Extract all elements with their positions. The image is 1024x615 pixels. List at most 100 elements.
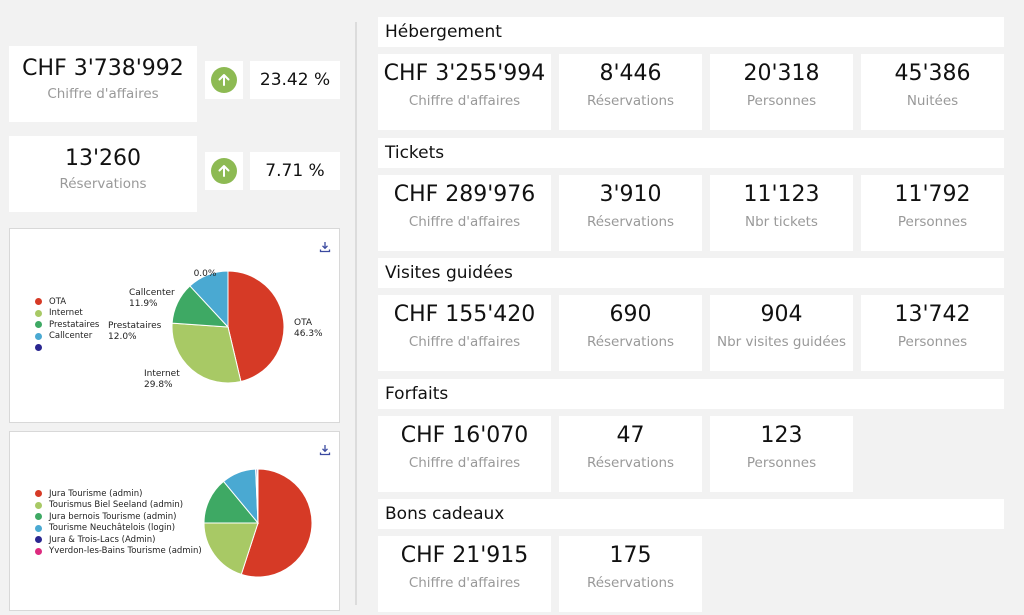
column-divider [355, 22, 357, 605]
legend-label: Jura Tourisme (admin) [49, 488, 143, 499]
legend-marker [35, 309, 42, 317]
download-icon[interactable] [319, 441, 331, 460]
section-header: Tickets [378, 138, 1004, 168]
section-title: Tickets [385, 143, 445, 163]
section-title: Visites guidées [385, 263, 513, 283]
legend-marker [35, 321, 42, 329]
total-reservations-value: 13'260 [64, 146, 142, 171]
partner-legend: Jura Tourisme (admin) Tourismus Biel Seel… [35, 488, 202, 557]
section-header: Hébergement [378, 17, 1004, 47]
legend-marker [35, 547, 42, 555]
kpi-label: Réservations [586, 93, 675, 109]
total-revenue-value: CHF 3'738'992 [22, 56, 184, 81]
legend-marker [35, 490, 42, 498]
pie-slice[interactable] [189, 270, 229, 329]
kpi-card: 3'910 Réservations [559, 175, 702, 251]
pie-slice[interactable] [240, 468, 313, 578]
legend-item[interactable]: Callcenter [35, 331, 99, 343]
kpi-label: Nuitées [906, 93, 959, 109]
kpi-card: CHF 155'420 Chiffre d'affaires [378, 295, 551, 371]
kpi-card: 690 Réservations [559, 295, 702, 371]
legend-marker [35, 513, 42, 521]
pie-data-label: Callcenter [129, 288, 175, 298]
kpi-card: 47 Réservations [559, 416, 702, 492]
kpi-label: Chiffre d'affaires [408, 575, 521, 591]
legend-item[interactable] [35, 342, 99, 354]
kpi-value: 123 [760, 423, 803, 448]
kpi-value: 13'742 [894, 302, 971, 327]
kpi-card: CHF 289'976 Chiffre d'affaires [378, 175, 551, 251]
kpi-value: 11'123 [743, 182, 820, 207]
kpi-value: CHF 155'420 [393, 302, 536, 327]
legend-marker [35, 524, 42, 532]
kpi-value: 20'318 [743, 61, 820, 86]
kpi-card: 11'123 Nbr tickets [710, 175, 853, 251]
kpi-value: 690 [609, 302, 652, 327]
pie-slice[interactable] [171, 322, 242, 384]
legend-item[interactable]: OTA [35, 296, 99, 308]
legend-item[interactable]: Jura & Trois-Lacs (Admin) [35, 534, 202, 546]
legend-marker [35, 298, 42, 306]
legend-marker [35, 332, 42, 340]
legend-item[interactable]: Jura bernois Tourisme (admin) [35, 511, 202, 523]
kpi-value: 3'910 [599, 182, 662, 207]
section-header: Forfaits [378, 379, 1004, 409]
kpi-label: Chiffre d'affaires [408, 214, 521, 230]
legend-item[interactable]: Tourismus Biel Seeland (admin) [35, 500, 202, 512]
section-title: Bons cadeaux [385, 504, 505, 524]
kpi-value: CHF 21'915 [400, 543, 529, 568]
kpi-label: Réservations [586, 455, 675, 471]
arrow-up-icon [211, 158, 237, 184]
kpi-card: 11'792 Personnes [861, 175, 1004, 251]
total-reservations-card: 13'260 Réservations [9, 136, 197, 212]
pie-slice[interactable] [203, 522, 259, 575]
download-icon[interactable] [319, 238, 331, 257]
kpi-label: Personnes [746, 93, 817, 109]
kpi-label: Chiffre d'affaires [408, 455, 521, 471]
kpi-label: Personnes [746, 455, 817, 471]
legend-item[interactable]: Yverdon-les-Bains Tourisme (admin) [35, 546, 202, 558]
kpi-card: 123 Personnes [710, 416, 853, 492]
arrow-up-icon [211, 67, 237, 93]
pie-data-label: 12.0% [108, 332, 137, 342]
kpi-label: Personnes [897, 334, 968, 350]
pie-data-label: Prestataires [108, 321, 162, 331]
legend-label: Tourismus Biel Seeland (admin) [49, 500, 184, 511]
legend-label: Internet [49, 308, 83, 319]
kpi-card: CHF 3'255'994 Chiffre d'affaires [378, 54, 551, 130]
legend-item[interactable]: Jura Tourisme (admin) [35, 488, 202, 500]
kpi-label: Chiffre d'affaires [408, 334, 521, 350]
pie-slice[interactable] [256, 468, 259, 524]
pie-slice[interactable] [227, 270, 285, 383]
channel-pie-panel: OTA Internet Prestataires Callcenter OTA 46.… [9, 228, 340, 423]
legend-label: Callcenter [49, 331, 93, 342]
pie-data-label: OTA [294, 318, 313, 328]
legend-label: Jura bernois Tourisme (admin) [49, 511, 177, 522]
legend-item[interactable]: Prestataires [35, 319, 99, 331]
kpi-label: Nbr visites guidées [716, 334, 847, 350]
kpi-value: 175 [609, 543, 652, 568]
revenue-trend [205, 61, 243, 99]
total-revenue-label: Chiffre d'affaires [47, 86, 159, 102]
total-revenue-card: CHF 3'738'992 Chiffre d'affaires [9, 46, 197, 122]
kpi-label: Réservations [586, 214, 675, 230]
legend-label: OTA [49, 296, 67, 307]
kpi-value: 904 [760, 302, 803, 327]
legend-item[interactable]: Internet [35, 308, 99, 320]
pie-data-label: 0.0% [194, 269, 217, 279]
kpi-card: 45'386 Nuitées [861, 54, 1004, 130]
section-title: Hébergement [385, 22, 502, 42]
kpi-value: CHF 16'070 [400, 423, 529, 448]
legend-label: Prestataires [49, 319, 100, 330]
kpi-label: Nbr tickets [745, 214, 818, 230]
partner-pie-chart [203, 468, 313, 578]
kpi-card: 8'446 Réservations [559, 54, 702, 130]
section-header: Bons cadeaux [378, 499, 1004, 529]
channel-legend: OTA Internet Prestataires Callcenter [35, 296, 99, 354]
kpi-label: Réservations [586, 575, 675, 591]
kpi-value: CHF 3'255'994 [383, 61, 546, 86]
legend-item[interactable]: Tourisme Neuchâtelois (login) [35, 523, 202, 535]
kpi-label: Chiffre d'affaires [408, 93, 521, 109]
legend-marker [35, 536, 42, 544]
